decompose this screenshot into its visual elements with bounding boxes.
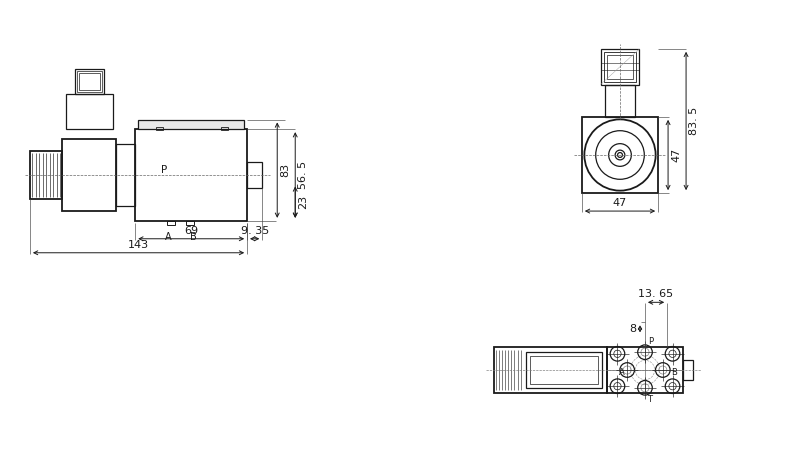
Text: P: P (648, 337, 653, 346)
Text: 13. 65: 13. 65 (638, 289, 674, 299)
Bar (116, 144, 135, 206)
Bar (601, 49, 639, 85)
Bar (167, 221, 175, 225)
Bar (247, 162, 262, 188)
Bar (530, 356, 598, 384)
Bar (526, 352, 602, 388)
Bar (494, 347, 607, 393)
Bar (683, 360, 693, 380)
Text: 9. 35: 9. 35 (241, 226, 269, 236)
Bar (135, 129, 247, 221)
Text: 47: 47 (671, 148, 681, 162)
Text: 47: 47 (613, 198, 627, 208)
Text: A: A (165, 232, 171, 242)
Text: A: A (619, 368, 625, 377)
Text: 56. 5: 56. 5 (298, 161, 308, 189)
Text: 83. 5: 83. 5 (689, 107, 699, 135)
Text: 69: 69 (184, 226, 198, 236)
Text: T: T (647, 395, 652, 404)
Bar (62, 140, 116, 211)
Text: 143: 143 (128, 240, 149, 250)
Bar (74, 69, 104, 94)
Bar (607, 347, 683, 393)
Bar (30, 151, 62, 199)
Bar (78, 73, 100, 90)
Text: P: P (162, 165, 167, 175)
Bar (221, 127, 228, 130)
Bar (606, 55, 634, 79)
Text: B: B (671, 368, 677, 377)
Bar (582, 117, 658, 193)
Bar (77, 71, 102, 92)
Bar (603, 52, 637, 81)
Bar (606, 85, 634, 117)
Bar (66, 94, 113, 129)
Text: 8: 8 (629, 324, 636, 334)
Text: 83: 83 (280, 163, 290, 177)
Text: B: B (190, 232, 197, 242)
Bar (186, 221, 194, 225)
Bar (156, 127, 163, 130)
Bar (138, 120, 244, 129)
Text: 23: 23 (298, 195, 308, 209)
